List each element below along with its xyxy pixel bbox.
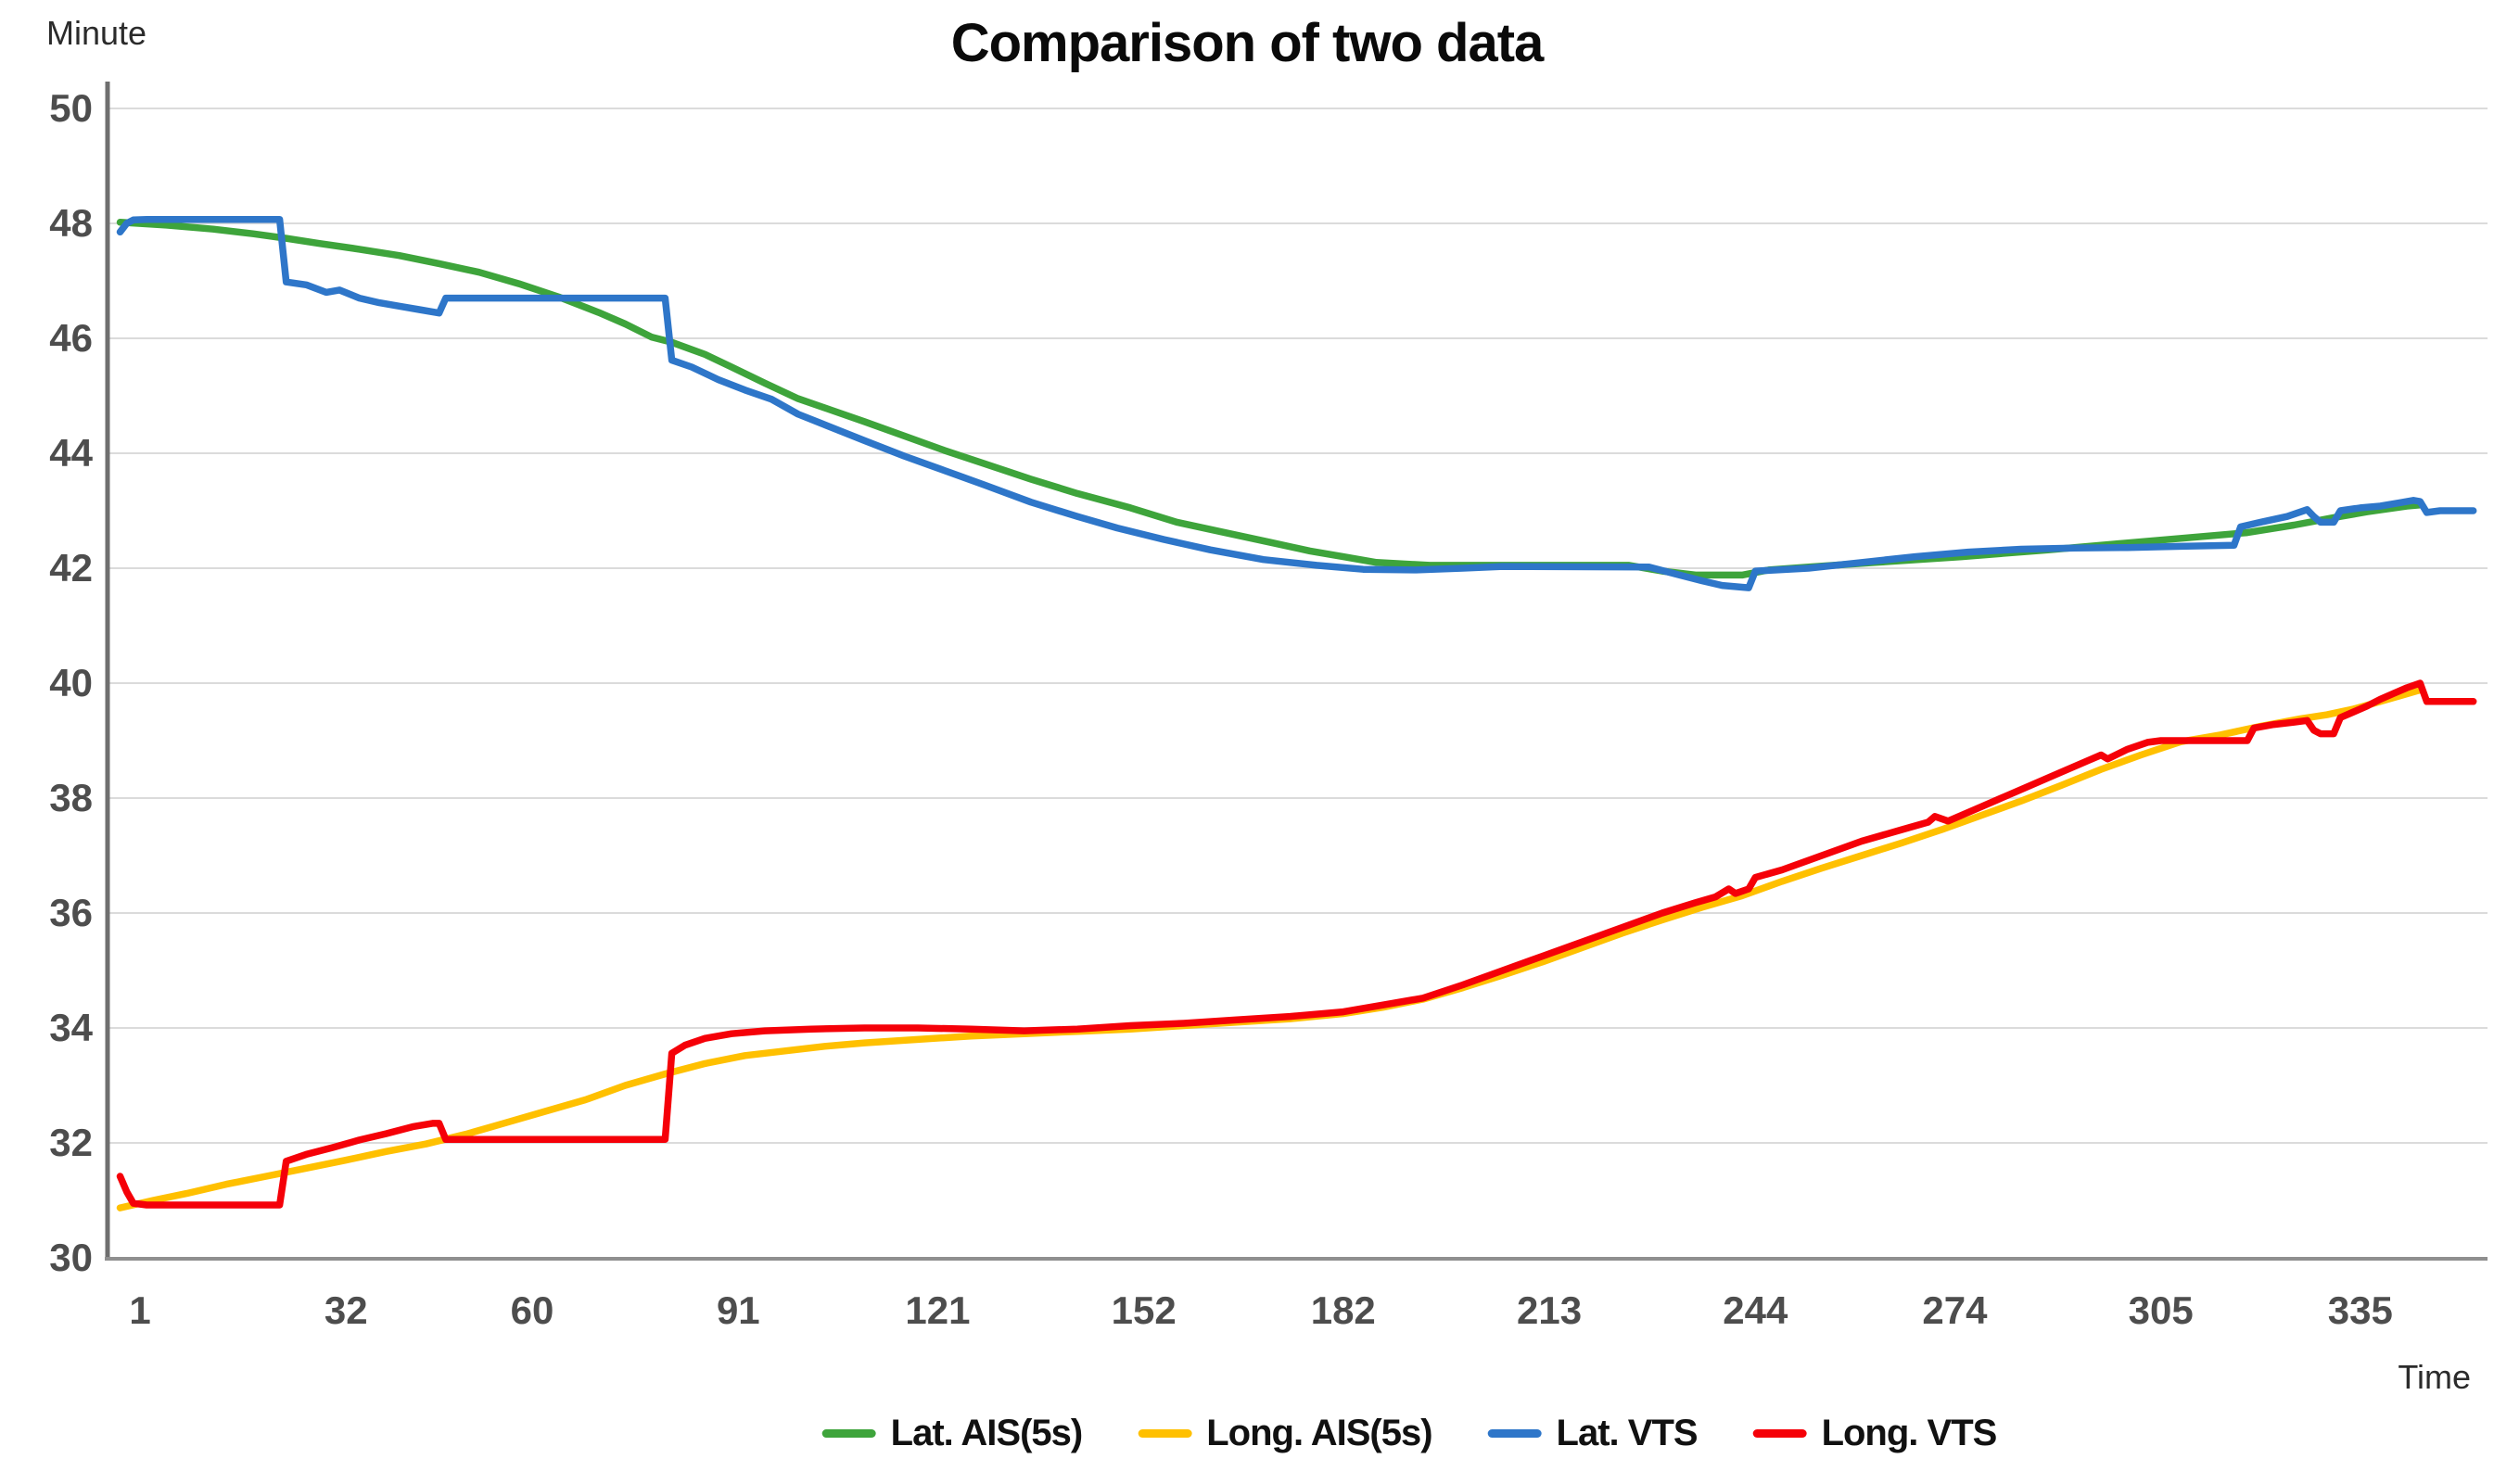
series-line-lat-vts xyxy=(116,215,2477,591)
x-tick-label: 32 xyxy=(324,1288,368,1332)
legend: Lat. AIS(5s) Long. AIS(5s) Lat. VTS Long. V… xyxy=(821,1413,1998,1454)
y-axis-title: Minute xyxy=(46,14,146,52)
x-tick-label: 1 xyxy=(129,1288,150,1332)
y-tick-label: 46 xyxy=(49,316,93,360)
x-tick-label: 60 xyxy=(511,1288,554,1332)
x-tick-label: 182 xyxy=(1311,1288,1376,1332)
y-tick-label: 50 xyxy=(49,86,93,130)
x-tick-label: 335 xyxy=(2328,1288,2393,1332)
y-tick-label: 48 xyxy=(49,201,93,245)
y-tick-label: 42 xyxy=(49,546,93,590)
y-tick-labels: 50 48 46 44 42 40 38 36 34 32 30 xyxy=(49,86,93,1279)
x-tick-label: 213 xyxy=(1517,1288,1582,1332)
y-tick-label: 32 xyxy=(49,1121,93,1164)
legend-item-long-ais-5s: Long. AIS(5s) xyxy=(1138,1413,1433,1454)
series-lines xyxy=(116,215,2477,1211)
legend-swatch-icon xyxy=(821,1429,876,1438)
legend-item-long-vts: Long. VTS xyxy=(1752,1413,1998,1454)
x-tick-label: 91 xyxy=(717,1288,760,1332)
series-line-long-vts xyxy=(116,679,2477,1209)
legend-item-lat-ais-5s: Lat. AIS(5s) xyxy=(821,1413,1084,1454)
legend-label: Lat. AIS(5s) xyxy=(890,1413,1084,1453)
legend-label: Long. AIS(5s) xyxy=(1206,1413,1432,1453)
x-tick-label: 121 xyxy=(905,1288,970,1332)
y-tick-label: 44 xyxy=(49,431,93,475)
x-tick-label: 274 xyxy=(1922,1288,1988,1332)
legend-label: Long. VTS xyxy=(1821,1413,1998,1453)
y-tick-label: 34 xyxy=(49,1006,93,1049)
y-tick-label: 40 xyxy=(49,661,93,704)
y-tick-label: 36 xyxy=(49,891,93,934)
legend-item-lat-vts: Lat. VTS xyxy=(1487,1413,1699,1454)
legend-swatch-icon xyxy=(1138,1429,1192,1438)
x-tick-label: 305 xyxy=(2129,1288,2194,1332)
legend-label: Lat. VTS xyxy=(1556,1413,1699,1453)
x-tick-label: 244 xyxy=(1723,1288,1788,1332)
y-tick-label: 30 xyxy=(49,1236,93,1279)
y-tick-label: 38 xyxy=(49,776,93,819)
gridlines xyxy=(109,108,2488,1259)
legend-swatch-icon xyxy=(1752,1429,1807,1438)
page-title: Comparison of two data xyxy=(951,13,1545,73)
x-tick-labels: 1 32 60 91 121 152 182 213 244 274 305 335 xyxy=(129,1288,2392,1332)
legend-swatch-icon xyxy=(1487,1429,1542,1438)
x-axis-title: Time xyxy=(2398,1358,2471,1396)
x-tick-label: 152 xyxy=(1112,1288,1177,1332)
series-line-lat-ais-5s xyxy=(116,219,2424,579)
